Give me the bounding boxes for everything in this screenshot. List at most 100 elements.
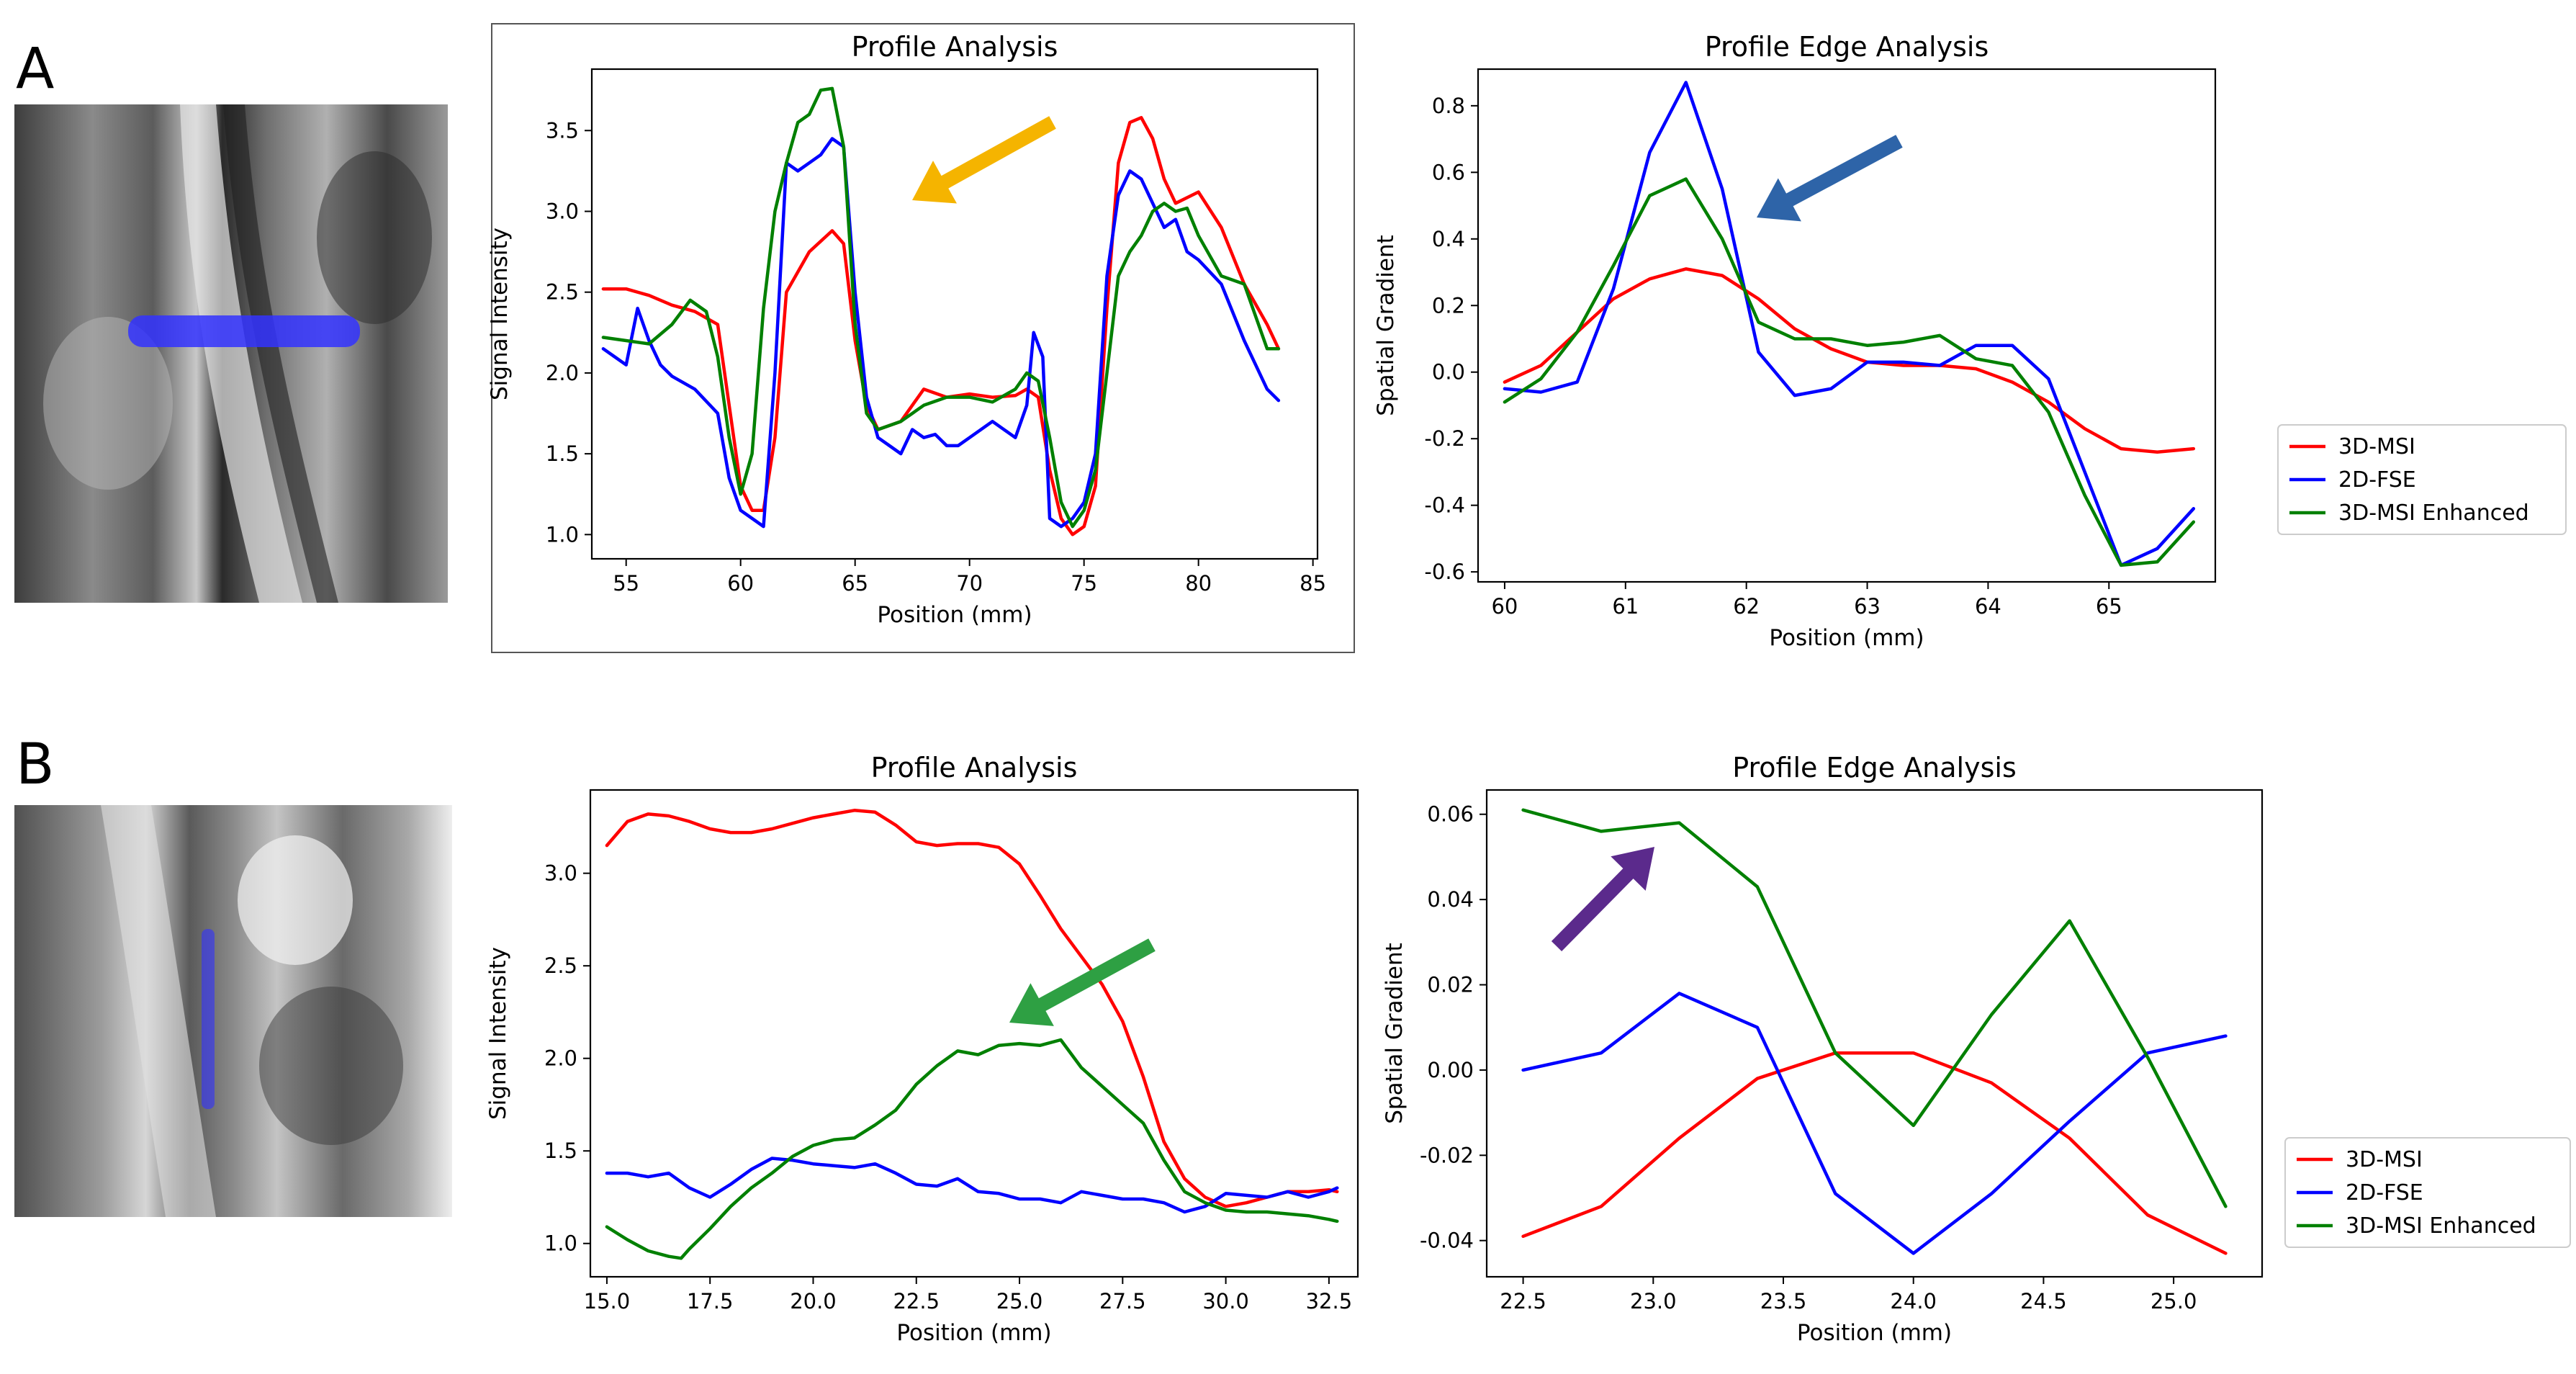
y-axis-label: Signal Intensity xyxy=(487,228,513,400)
series-line-2d-fse xyxy=(1503,81,2196,567)
y-tick-label: 0.4 xyxy=(1432,227,1465,251)
mri-image-a xyxy=(14,104,448,603)
arrow-purple xyxy=(1551,847,1654,951)
x-tick-label: 85 xyxy=(1300,571,1326,596)
series-line-3d-msi-enhanced xyxy=(1521,808,2228,1208)
x-tick-label: 80 xyxy=(1185,571,1212,596)
y-tick-label: 3.0 xyxy=(546,199,579,223)
x-tick-label: 65 xyxy=(842,571,868,596)
legend-box xyxy=(2284,1137,2571,1248)
legend-entry: 3D-MSI xyxy=(2346,1147,2423,1172)
y-tick-label: 0.6 xyxy=(1432,160,1465,184)
panel-label-a: A xyxy=(16,37,54,102)
y-tick-label: -0.02 xyxy=(1420,1143,1474,1167)
mri-image-b xyxy=(14,805,452,1217)
profile-line-a xyxy=(128,315,360,347)
series-line-3d-msi-enhanced xyxy=(601,86,1281,529)
x-tick-label: 60 xyxy=(1491,594,1518,619)
y-tick-label: 2.5 xyxy=(544,953,577,978)
y-tick-label: 2.0 xyxy=(544,1046,577,1071)
axes-box xyxy=(589,789,1359,1278)
y-tick-label: 1.5 xyxy=(544,1139,577,1163)
y-tick-label: 1.5 xyxy=(546,441,579,466)
x-tick-label: 61 xyxy=(1612,594,1639,619)
y-tick-label: -0.2 xyxy=(1424,426,1465,451)
y-tick-label: 0.02 xyxy=(1427,973,1474,997)
x-tick-label: 63 xyxy=(1854,594,1881,619)
panel-label-b: B xyxy=(16,732,55,797)
y-axis-label: Spatial Gradient xyxy=(1382,943,1408,1124)
x-tick-label: 15.0 xyxy=(584,1289,631,1314)
y-tick-label: 0.8 xyxy=(1432,94,1465,118)
y-tick-label: -0.6 xyxy=(1424,560,1465,584)
x-tick-label: 24.5 xyxy=(2020,1289,2067,1314)
legend-box xyxy=(2277,424,2567,535)
x-tick-label: 70 xyxy=(956,571,983,596)
x-axis-label: Position (mm) xyxy=(1797,1320,1952,1346)
chart-title: Profile Edge Analysis xyxy=(1705,31,1989,63)
y-tick-label: 2.0 xyxy=(546,361,579,385)
x-tick-label: 24.0 xyxy=(1890,1289,1937,1314)
series-line-3d-msi xyxy=(1521,1051,2228,1255)
x-tick-label: 20.0 xyxy=(790,1289,837,1314)
y-tick-label: 0.2 xyxy=(1432,293,1465,318)
chart-a-profile-analysis: Profile Analysis Position (mm) Signal Inte… xyxy=(487,23,1355,653)
legend: 3D-MSI 2D-FSE 3D-MSI Enhanced xyxy=(2284,1137,2571,1248)
y-tick-label: 1.0 xyxy=(544,1231,577,1256)
legend-entry: 2D-FSE xyxy=(2346,1180,2423,1205)
x-tick-label: 23.0 xyxy=(1630,1289,1677,1314)
y-tick-label: -0.04 xyxy=(1420,1229,1474,1253)
x-tick-label: 32.5 xyxy=(1306,1289,1353,1314)
x-tick-label: 30.0 xyxy=(1202,1289,1249,1314)
x-tick-label: 25.0 xyxy=(996,1289,1043,1314)
arrow-blue xyxy=(1757,135,1903,222)
y-tick-label: 0.0 xyxy=(1432,360,1465,385)
x-tick-label: 75 xyxy=(1071,571,1097,596)
chart-b-profile-analysis: Profile Analysis Position (mm) Signal Inte… xyxy=(485,752,1359,1346)
x-tick-label: 22.5 xyxy=(893,1289,940,1314)
y-axis-label: Spatial Gradient xyxy=(1373,235,1399,416)
y-tick-label: 0.04 xyxy=(1427,887,1474,912)
legend-entry: 3D-MSI xyxy=(2338,434,2415,459)
x-tick-label: 64 xyxy=(1975,594,2001,619)
y-tick-label: -0.4 xyxy=(1424,493,1465,518)
x-tick-label: 23.5 xyxy=(1760,1289,1807,1314)
chart-title: Profile Edge Analysis xyxy=(1732,752,2017,783)
x-tick-label: 22.5 xyxy=(1500,1289,1546,1314)
profile-line-b xyxy=(202,929,215,1109)
x-tick-label: 17.5 xyxy=(687,1289,734,1314)
legend-entry: 3D-MSI Enhanced xyxy=(2338,500,2529,526)
x-tick-label: 62 xyxy=(1733,594,1760,619)
y-tick-label: 0.06 xyxy=(1427,802,1474,827)
figure-frame xyxy=(491,23,1355,653)
x-tick-label: 60 xyxy=(727,571,754,596)
arrow-orange xyxy=(912,116,1056,204)
series-line-2d-fse xyxy=(1521,992,2228,1255)
legend-entry: 2D-FSE xyxy=(2338,467,2416,493)
axes-box xyxy=(590,68,1319,560)
series-line-2d-fse xyxy=(605,1157,1339,1214)
legend: 3D-MSI 2D-FSE 3D-MSI Enhanced xyxy=(2277,424,2567,535)
x-tick-label: 55 xyxy=(613,571,639,596)
arrow-green xyxy=(1009,938,1156,1026)
series-line-3d-msi xyxy=(605,809,1339,1208)
annotation-arrows xyxy=(912,116,1903,1026)
series-line-3d-msi-enhanced xyxy=(605,1038,1339,1260)
x-tick-label: 25.0 xyxy=(2151,1289,2197,1314)
y-tick-label: 2.5 xyxy=(546,280,579,305)
series-line-3d-msi-enhanced xyxy=(1503,177,2196,567)
x-axis-label: Position (mm) xyxy=(896,1320,1051,1346)
y-tick-label: 1.0 xyxy=(546,522,579,547)
series-line-3d-msi xyxy=(1503,267,2196,454)
legend-entry: 3D-MSI Enhanced xyxy=(2346,1213,2536,1239)
series-line-2d-fse xyxy=(601,137,1281,529)
x-axis-label: Position (mm) xyxy=(877,602,1032,628)
y-axis-label: Signal Intensity xyxy=(485,947,511,1120)
y-tick-label: 0.00 xyxy=(1427,1058,1474,1082)
x-axis-label: Position (mm) xyxy=(1769,625,1924,651)
chart-title: Profile Analysis xyxy=(871,752,1078,783)
y-tick-label: 3.5 xyxy=(546,118,579,143)
chart-a-profile-edge-analysis: Profile Edge Analysis Position (mm) Spatia… xyxy=(1373,31,2567,651)
y-tick-label: 3.0 xyxy=(544,861,577,886)
